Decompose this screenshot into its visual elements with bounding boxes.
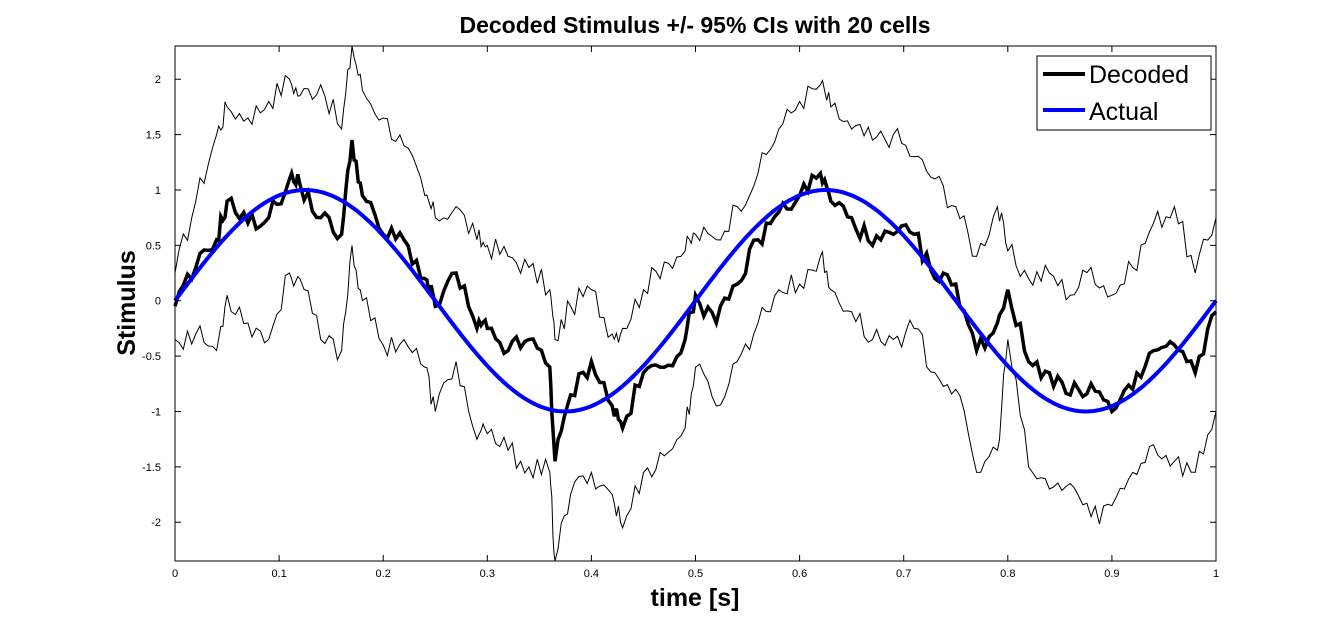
y-tick-label: -1.5 bbox=[142, 462, 161, 474]
y-tick-label: -1 bbox=[151, 406, 161, 418]
x-tick-label: 1 bbox=[1213, 568, 1219, 580]
x-tick-label: 0 bbox=[172, 568, 178, 580]
x-tick-label: 0.7 bbox=[896, 568, 911, 580]
x-tick-label: 0.1 bbox=[271, 568, 286, 580]
x-tick-label: 0.8 bbox=[1000, 568, 1015, 580]
actual-line bbox=[173, 188, 1218, 414]
x-tick-label: 0.6 bbox=[792, 568, 807, 580]
x-tick-label: 0.9 bbox=[1104, 568, 1119, 580]
y-axis-label: Stimulus bbox=[113, 250, 141, 356]
y-tick-label: 0 bbox=[155, 296, 161, 308]
lower-ci-line bbox=[174, 245, 1217, 562]
lower-ci-series bbox=[174, 245, 1217, 562]
legend-box bbox=[1036, 55, 1212, 131]
legend-label-actual: Actual bbox=[1089, 98, 1158, 126]
x-axis-ticks: 0 0.1 0.2 0.3 0.4 0.5 0.6 0.7 0.8 0.9 1 bbox=[172, 46, 1219, 580]
y-tick-label: 0.5 bbox=[146, 240, 161, 252]
legend: Decoded Actual bbox=[1036, 55, 1212, 131]
x-tick-label: 0.2 bbox=[376, 568, 391, 580]
x-tick-label: 0.5 bbox=[688, 568, 703, 580]
y-tick-label: 2 bbox=[155, 74, 161, 86]
x-tick-label: 0.3 bbox=[480, 568, 495, 580]
upper-ci-line bbox=[174, 45, 1217, 343]
y-tick-label: -0.5 bbox=[142, 351, 161, 363]
upper-ci-series bbox=[174, 45, 1217, 343]
chart-title: Decoded Stimulus +/- 95% CIs with 20 cel… bbox=[459, 12, 930, 38]
y-tick-label: 1 bbox=[155, 185, 161, 197]
decoded-line bbox=[173, 139, 1218, 462]
y-tick-label: -2 bbox=[151, 517, 161, 529]
x-tick-label: 0.4 bbox=[584, 568, 599, 580]
y-axis-ticks: -2 -1.5 -1 -0.5 0 0.5 1 1.5 2 bbox=[142, 74, 1216, 529]
actual-series bbox=[173, 188, 1218, 414]
decoded-series bbox=[173, 139, 1218, 462]
legend-label-decoded: Decoded bbox=[1089, 61, 1189, 89]
y-tick-label: 1.5 bbox=[146, 130, 161, 142]
x-axis-label: time [s] bbox=[651, 584, 740, 612]
